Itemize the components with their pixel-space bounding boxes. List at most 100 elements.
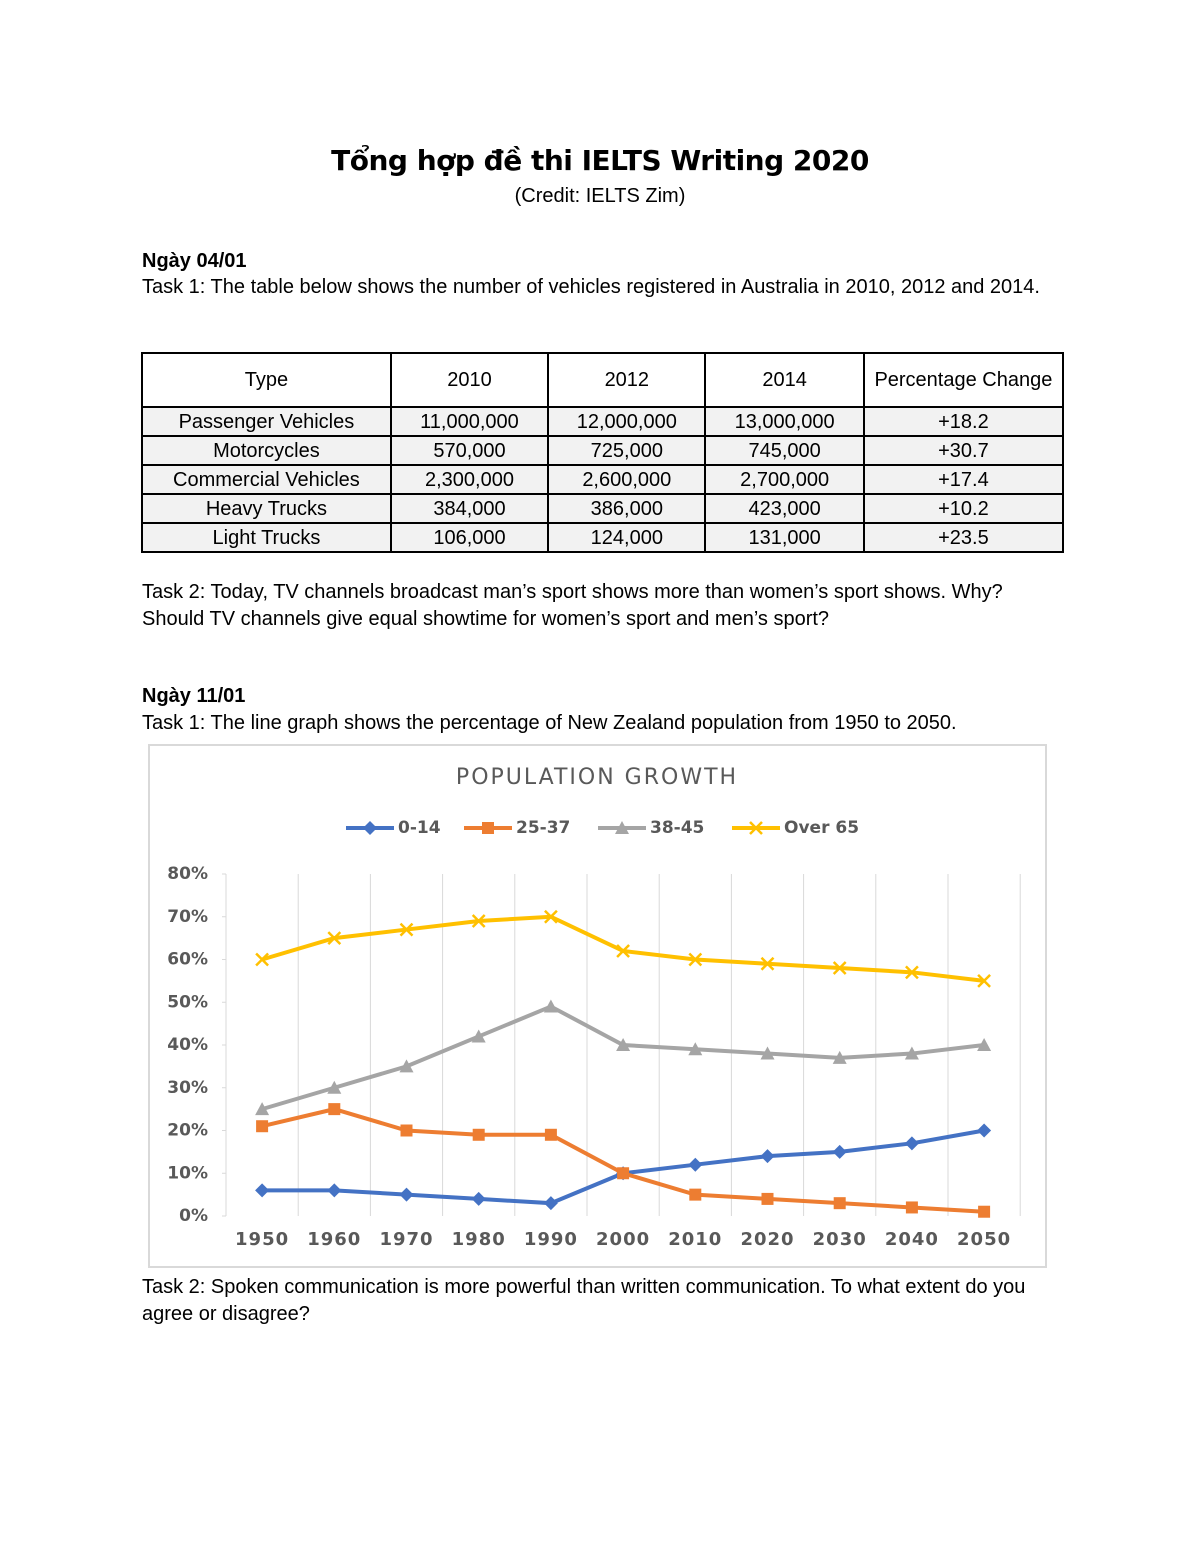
x-tick-label: 1980 (452, 1229, 506, 1250)
marker (905, 1201, 918, 1214)
x-tick-label: 1960 (307, 1229, 361, 1250)
task-text: Task 1: The line graph shows the percent… (142, 712, 957, 734)
marker (615, 821, 629, 834)
table-cell: 131,000 (704, 522, 865, 553)
marker (749, 821, 763, 835)
marker (399, 1059, 414, 1073)
x-tick-label: 1970 (379, 1229, 433, 1250)
marker (543, 1196, 558, 1211)
marker (327, 1183, 342, 1198)
marker (832, 1144, 847, 1159)
table-row: Commercial Vehicles 2,300,000 2,600,000 2,7… (141, 464, 1065, 495)
credit: (Credit: IELTS Zim) (514, 185, 686, 207)
section-date: Ngày 11/01 (142, 685, 246, 707)
marker (688, 952, 703, 967)
marker (482, 822, 494, 834)
table-cell: 124,000 (547, 522, 707, 553)
marker (472, 1128, 485, 1141)
table-cell: 2014 (704, 352, 865, 408)
marker (543, 999, 558, 1013)
marker (760, 956, 775, 971)
table-cell: Type (141, 352, 392, 408)
marker (256, 1120, 269, 1133)
table-cell: 570,000 (389, 435, 550, 466)
marker (471, 914, 486, 928)
legend-label: 38-45 (650, 818, 704, 838)
y-tick-label: 30% (167, 1078, 208, 1098)
marker (689, 1188, 702, 1201)
marker (977, 973, 991, 988)
table-cell: 384,000 (389, 493, 550, 524)
x-tick-label: 2040 (885, 1229, 939, 1250)
marker (760, 1149, 775, 1164)
table-row: Type 2010 2012 2014 Percentage Change (141, 352, 1065, 408)
task-text: Task 1: The table below shows the number… (142, 276, 1040, 298)
marker (255, 952, 269, 967)
marker (616, 944, 630, 958)
table-cell: 2,600,000 (547, 464, 707, 495)
marker (904, 1136, 919, 1151)
legend-label: Over 65 (784, 818, 859, 838)
marker (471, 1029, 486, 1043)
chart: POPULATION GROWTH 0% 10% 20% 30% 40% 50% 60% 70… (148, 744, 1047, 1268)
table-cell: Light Trucks (141, 522, 392, 553)
marker (327, 931, 342, 946)
table-row: Heavy Trucks 384,000 386,000 423,000 +10.2 (141, 493, 1065, 524)
marker (761, 1192, 774, 1205)
table-cell: 2012 (547, 352, 707, 408)
table-cell: 13,000,000 (704, 406, 865, 437)
y-tick-label: 60% (167, 950, 208, 970)
y-tick-label: 10% (167, 1163, 208, 1183)
marker (327, 1080, 342, 1094)
marker (544, 1128, 557, 1141)
table-cell: Motorcycles (141, 435, 392, 466)
marker (544, 909, 558, 924)
table-cell: 725,000 (547, 435, 707, 466)
doc-title: Tổng hợp đề thi IELTS Writing 2020 (331, 144, 869, 177)
legend-label: 0-14 (398, 818, 441, 838)
marker (363, 821, 377, 835)
marker (688, 1157, 703, 1172)
table-cell: Passenger Vehicles (141, 406, 392, 437)
marker (617, 1167, 630, 1180)
marker (255, 1102, 270, 1116)
y-tick-label: 70% (167, 907, 208, 927)
marker (688, 1042, 703, 1056)
table-cell: 106,000 (389, 522, 550, 553)
y-tick-label: 50% (167, 992, 208, 1012)
marker (977, 1038, 992, 1051)
vehicle-table: Type 2010 2012 2014 Percentage Change Passeng… (141, 352, 1065, 553)
y-tick-label: 0% (179, 1206, 208, 1226)
marker (399, 922, 414, 937)
table-cell: +18.2 (862, 406, 1065, 437)
table-cell: 11,000,000 (389, 406, 550, 437)
marker (978, 1205, 991, 1218)
marker (833, 1197, 846, 1210)
marker (760, 1046, 775, 1060)
table-cell: 423,000 (704, 493, 865, 524)
table-cell: +30.7 (862, 435, 1065, 466)
table-row: Passenger Vehicles 11,000,000 12,000,000 13… (141, 406, 1065, 437)
x-tick-label: 2020 (740, 1229, 794, 1250)
table-cell: 12,000,000 (547, 406, 707, 437)
x-tick-label: 2050 (957, 1229, 1011, 1250)
marker (977, 1123, 992, 1138)
y-tick-label: 80% (167, 864, 208, 884)
section-date: Ngày 04/01 (142, 250, 247, 272)
table-cell: +10.2 (862, 493, 1065, 524)
marker (832, 961, 847, 975)
table-row: Light Trucks 106,000 124,000 131,000 +23.5 (141, 522, 1065, 553)
y-tick-label: 40% (167, 1035, 208, 1055)
table-row: Motorcycles 570,000 725,000 745,000 +30.7 (141, 435, 1065, 466)
table-cell: Heavy Trucks (141, 493, 392, 524)
marker (399, 1187, 414, 1202)
table-cell: 386,000 (547, 493, 707, 524)
table-cell: 2010 (389, 352, 550, 408)
x-tick-label: 2030 (813, 1229, 867, 1250)
chart-title: POPULATION GROWTH (456, 765, 738, 790)
x-tick-label: 1950 (235, 1229, 289, 1250)
table-cell: 745,000 (704, 435, 865, 466)
table-cell: +23.5 (862, 522, 1065, 553)
marker (832, 1050, 847, 1064)
